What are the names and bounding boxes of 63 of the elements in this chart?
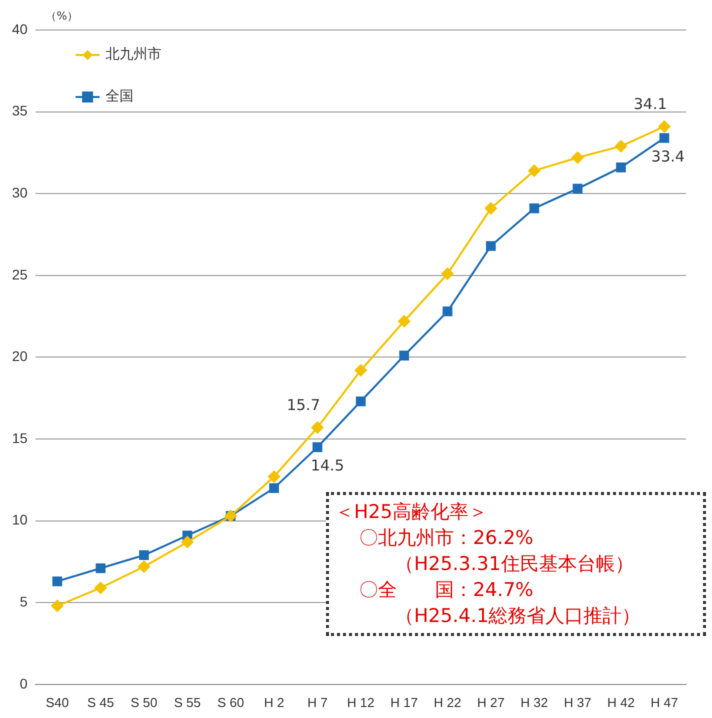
point bbox=[312, 442, 322, 452]
point bbox=[269, 483, 279, 493]
point bbox=[658, 120, 670, 133]
x-tick-label: S 45 bbox=[87, 694, 114, 710]
annotation: ＜H25高齢化率＞ bbox=[335, 500, 488, 525]
point bbox=[138, 560, 150, 573]
x-tick-label: S 55 bbox=[174, 694, 201, 710]
annotation: 〇全 国：24.7% bbox=[358, 578, 534, 603]
point bbox=[529, 203, 540, 214]
y-tick-label: 5 bbox=[20, 593, 28, 610]
y-tick-label: 40 bbox=[12, 20, 28, 37]
point bbox=[354, 364, 367, 376]
y-tick-label: 15 bbox=[12, 430, 28, 446]
x-tick-label: S40 bbox=[46, 694, 69, 710]
x-tick-label: H 47 bbox=[650, 694, 678, 710]
point bbox=[52, 576, 62, 586]
point bbox=[398, 315, 410, 328]
y-tick-label: 20 bbox=[12, 348, 28, 364]
annotation: （H25.4.1総務省人口推計） bbox=[394, 604, 642, 629]
x-tick-label: H 2 bbox=[264, 694, 284, 710]
point bbox=[96, 563, 106, 574]
point bbox=[399, 350, 410, 360]
x-tick-label: H 7 bbox=[307, 694, 328, 710]
point bbox=[616, 162, 626, 172]
y-tick-label: 25 bbox=[12, 266, 28, 282]
legend-label: 北九州市 bbox=[106, 46, 162, 63]
point bbox=[94, 582, 107, 594]
point bbox=[268, 470, 280, 483]
data-label: 33.4 bbox=[651, 147, 685, 166]
y-tick-label: 30 bbox=[12, 184, 28, 200]
legend-label: 全国 bbox=[106, 88, 134, 105]
x-tick-label: H 37 bbox=[564, 694, 592, 710]
point bbox=[528, 164, 540, 177]
annotation: 〇北九州市：26.2% bbox=[358, 526, 534, 551]
point bbox=[484, 202, 497, 214]
point bbox=[614, 140, 627, 152]
x-tick-label: H 32 bbox=[520, 694, 548, 710]
point bbox=[442, 268, 454, 280]
point bbox=[311, 422, 324, 434]
y-tick-label: 0 bbox=[20, 675, 28, 692]
data-label: 15.7 bbox=[286, 396, 320, 414]
y-tick-label: 10 bbox=[12, 512, 28, 528]
x-tick-label: S 60 bbox=[217, 694, 244, 710]
data-label: 14.5 bbox=[310, 456, 344, 475]
point bbox=[486, 241, 496, 251]
y-tick-label: 35 bbox=[12, 102, 28, 119]
point bbox=[51, 600, 64, 612]
point bbox=[572, 152, 584, 164]
y-axis-title: （%） bbox=[46, 9, 78, 22]
point bbox=[356, 396, 366, 406]
x-tick-label: H 17 bbox=[390, 694, 418, 710]
point bbox=[181, 536, 194, 548]
annotation: （H25.3.31住民基本台帳） bbox=[394, 552, 635, 577]
x-tick-label: H 22 bbox=[434, 694, 462, 710]
data-label: 34.1 bbox=[634, 94, 668, 113]
x-tick-label: H 42 bbox=[607, 694, 635, 710]
x-tick-label: H 27 bbox=[477, 694, 505, 710]
x-tick-label: H 12 bbox=[347, 694, 375, 710]
point bbox=[572, 184, 582, 194]
point bbox=[139, 550, 149, 560]
point bbox=[442, 306, 452, 316]
point bbox=[659, 133, 670, 143]
x-tick-label: S 50 bbox=[130, 694, 158, 710]
